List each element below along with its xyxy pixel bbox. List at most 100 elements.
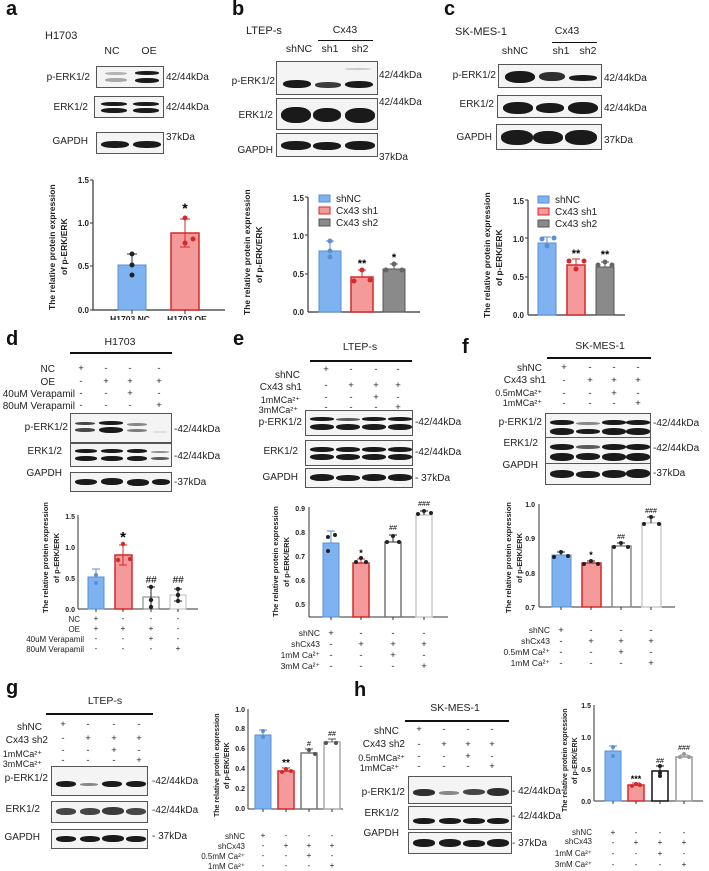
treatment-sign: + bbox=[390, 639, 396, 650]
western-blot-erk bbox=[305, 440, 413, 466]
svg-text:of p-ERK/ERK: of p-ERK/ERK bbox=[572, 737, 579, 784]
protein-band bbox=[576, 453, 600, 460]
kda-marker: 37kDa bbox=[604, 135, 633, 146]
protein-band bbox=[133, 102, 159, 106]
panel-letter-e: e bbox=[233, 328, 245, 350]
protein-band bbox=[102, 807, 124, 815]
kda-marker: -42/44kDa bbox=[653, 443, 700, 454]
svg-text:0.5: 0.5 bbox=[293, 270, 305, 279]
svg-text:shNC: shNC bbox=[555, 195, 580, 206]
protein-band bbox=[345, 81, 373, 88]
treatment-sign: + bbox=[657, 838, 663, 847]
protein-band bbox=[626, 420, 650, 425]
kda-marker: 37kDa bbox=[166, 132, 195, 143]
lane-label: NC bbox=[104, 45, 120, 57]
blot-row-label: ERK1/2 bbox=[27, 446, 62, 457]
treatment-bar bbox=[46, 713, 153, 715]
svg-text:0.0: 0.0 bbox=[513, 311, 525, 320]
lane-label: sh1 bbox=[552, 45, 570, 57]
treatment-sign: + bbox=[136, 733, 142, 744]
condition-label: shNC bbox=[274, 370, 300, 381]
treatment-sign: - bbox=[104, 388, 108, 399]
treatment-sign: - bbox=[330, 831, 334, 840]
treatment-sign: - bbox=[349, 402, 353, 413]
treatment-sign: - bbox=[284, 831, 288, 840]
protein-band bbox=[576, 429, 600, 434]
treatment-sign: + bbox=[103, 376, 109, 387]
kda-marker: -42/44kDa bbox=[653, 418, 700, 429]
treatment-sign: - bbox=[466, 724, 470, 735]
condition-label: shNC bbox=[571, 828, 592, 837]
treatment-sign: + bbox=[681, 860, 687, 869]
condition-label: Cx43 sh1 bbox=[503, 375, 546, 386]
group-bar bbox=[552, 42, 597, 43]
protein-band bbox=[336, 447, 360, 452]
treatment-sign: - bbox=[636, 388, 640, 399]
protein-band bbox=[345, 141, 375, 150]
cell-line-title: SK-MES-1 bbox=[430, 702, 480, 714]
treatment-sign: + bbox=[587, 375, 593, 386]
svg-text:1.0: 1.0 bbox=[78, 219, 90, 228]
western-blot-erk bbox=[408, 806, 512, 830]
treatment-sign: - bbox=[391, 628, 395, 639]
protein-band bbox=[413, 789, 435, 796]
condition-label: Cx43 sh2 bbox=[362, 739, 405, 750]
protein-band bbox=[153, 431, 167, 433]
condition-label: 40uM Verapamil bbox=[2, 389, 75, 400]
condition-label: 3mMCa²⁺ bbox=[2, 759, 42, 769]
protein-band bbox=[127, 429, 147, 432]
group-label: Cx43 bbox=[332, 24, 358, 36]
treatment-sign: - bbox=[634, 849, 638, 858]
protein-band bbox=[281, 107, 311, 123]
bar-chart-e: The relative protein expression of p-ERK… bbox=[271, 501, 448, 620]
kda-marker: - 42/44kDa bbox=[512, 811, 561, 822]
bar-chart-g: The relative protein expression of p-ERK… bbox=[214, 707, 343, 817]
condition-label: 1mMCa²⁺ bbox=[2, 749, 42, 759]
svg-text:The relative protein expressio: The relative protein expression bbox=[242, 189, 252, 315]
treatment-sign: - bbox=[329, 639, 333, 650]
protein-band bbox=[576, 471, 600, 478]
svg-text:The relative protein expressio: The relative protein expression bbox=[504, 502, 513, 613]
condition-label: 1mMCa²⁺ bbox=[359, 763, 399, 773]
treatment-sign: - bbox=[94, 634, 98, 643]
svg-text:0.8: 0.8 bbox=[295, 530, 305, 537]
svg-text:0.7: 0.7 bbox=[295, 554, 305, 561]
protein-band bbox=[101, 478, 123, 485]
treatment-sign: + bbox=[348, 380, 354, 391]
treatment-sign: + bbox=[358, 639, 364, 650]
svg-text:1.5: 1.5 bbox=[78, 176, 90, 185]
svg-text:1.0: 1.0 bbox=[525, 502, 535, 509]
protein-band bbox=[152, 479, 170, 485]
western-blot-erk bbox=[497, 95, 602, 118]
panel-letter-f: f bbox=[462, 336, 469, 358]
svg-text:0.6: 0.6 bbox=[235, 746, 245, 753]
protein-band bbox=[101, 108, 127, 113]
protein-band bbox=[75, 479, 97, 485]
protein-band bbox=[576, 445, 600, 449]
protein-band bbox=[99, 421, 123, 425]
protein-band bbox=[533, 131, 563, 144]
treatment-sign: - bbox=[619, 625, 623, 636]
western-blot-gapdh bbox=[408, 832, 512, 854]
condition-label: GAPDH bbox=[262, 472, 298, 483]
protein-band bbox=[550, 453, 574, 461]
protein-band bbox=[310, 474, 334, 481]
svg-text:0.9: 0.9 bbox=[295, 506, 305, 513]
svg-text:*: * bbox=[359, 548, 363, 558]
protein-band bbox=[345, 68, 371, 70]
svg-text:0.5: 0.5 bbox=[78, 262, 90, 271]
western-blot-perk bbox=[276, 61, 378, 95]
treatment-sign: - bbox=[417, 739, 421, 750]
svg-text:0.5: 0.5 bbox=[581, 767, 591, 774]
treatment-sign: - bbox=[149, 614, 153, 623]
protein-band bbox=[463, 840, 485, 847]
treatment-sign: - bbox=[176, 634, 180, 643]
treatment-sign: - bbox=[636, 362, 640, 373]
treatment-bar bbox=[547, 357, 651, 359]
svg-text:0.5: 0.5 bbox=[513, 273, 525, 282]
kda-marker: - 37kDa bbox=[512, 838, 548, 849]
svg-text:1.0: 1.0 bbox=[293, 232, 305, 241]
protein-band bbox=[102, 835, 124, 842]
treatment-sign: + bbox=[610, 828, 616, 837]
protein-band bbox=[135, 78, 159, 83]
